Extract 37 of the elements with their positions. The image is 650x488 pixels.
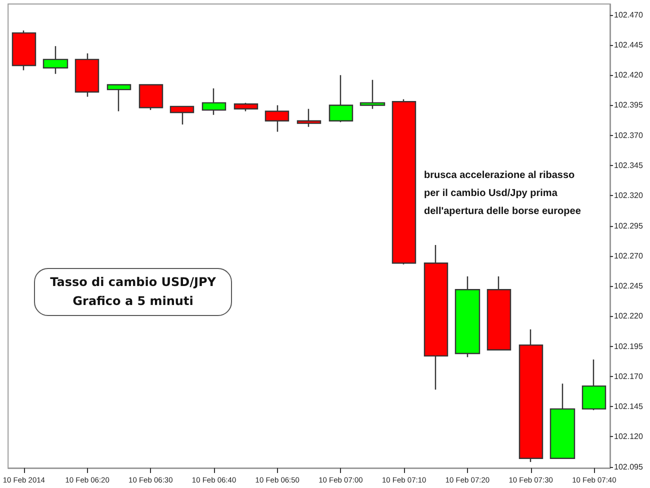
candlestick: [106, 84, 132, 112]
candlestick: [138, 84, 164, 111]
y-tick-label: 102.120: [614, 432, 644, 442]
y-tick-label: 102.395: [614, 100, 644, 110]
annotation: brusca accelerazione al ribasso per il cambio Usd/Jpy prima dell'apertura delle borse europee: [424, 169, 581, 219]
candlestick: [424, 244, 448, 390]
candlestick: [518, 328, 544, 463]
y-tick-label: 102.270: [614, 251, 644, 260]
y-tick-label: 102.170: [614, 372, 644, 381]
candlestick: [42, 46, 68, 74]
text: Tasso di cambio USD/JPY Grafico a 5 minuti: [34, 268, 232, 316]
candlestick: [296, 108, 322, 128]
y-tick-label: 102.370: [614, 130, 644, 140]
y-tick-label: 102.445: [614, 40, 644, 50]
candlestick: [360, 79, 386, 110]
candlestick: [582, 358, 606, 411]
y-tick-label: 102.470: [614, 10, 644, 20]
y-tick-label: 102.095: [614, 462, 644, 472]
y-tick-label: 102.295: [614, 221, 644, 230]
candlestick: [550, 383, 576, 459]
candlestick: [392, 98, 416, 265]
candlestick: [454, 276, 480, 358]
candlestick: [202, 88, 226, 116]
candlestick: [170, 106, 194, 126]
y-tick-label: 102.320: [614, 191, 644, 200]
candlestick: [264, 104, 290, 132]
candlestick: [234, 102, 258, 112]
candlestick: [12, 30, 36, 71]
y-tick-label: 102.145: [614, 402, 644, 412]
y-tick-label: 102.195: [614, 342, 644, 351]
y-tick-label: 102.220: [614, 312, 644, 321]
candlestick: [328, 74, 354, 123]
candlestick: [486, 276, 512, 350]
y-tick-label: 102.245: [614, 282, 644, 291]
y-tick-label: 102.420: [614, 70, 644, 80]
y-tick-label: 102.345: [614, 160, 644, 170]
candlestick: [74, 52, 100, 98]
